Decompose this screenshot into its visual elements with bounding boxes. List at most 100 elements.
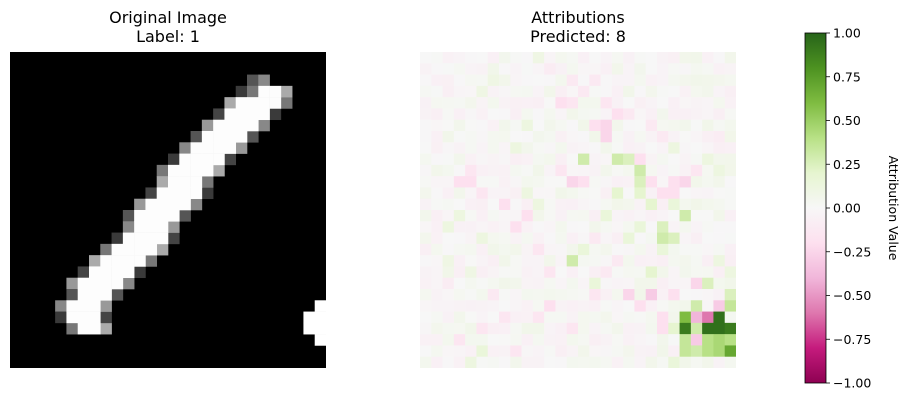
attribution-cell <box>724 210 736 222</box>
attribution-cell <box>724 345 736 358</box>
attribution-cell <box>487 52 500 64</box>
attribution-cell <box>589 164 601 177</box>
attribution-cell <box>702 311 714 324</box>
attribution-cell <box>713 243 726 256</box>
attribution-cell <box>690 97 703 109</box>
attribution-cell <box>724 164 736 177</box>
attribution-cell <box>611 198 624 211</box>
attribution-cell <box>465 164 477 177</box>
attribution-cell <box>600 164 613 177</box>
attribution-cell <box>578 289 590 301</box>
attribution-cell <box>532 164 545 177</box>
attribution-cell <box>724 198 736 211</box>
attribution-cell <box>611 266 624 279</box>
attribution-cell <box>600 311 613 324</box>
attribution-cell <box>499 74 511 87</box>
attribution-cell <box>679 108 692 121</box>
attribution-cell <box>702 74 714 87</box>
attribution-cell <box>476 153 489 166</box>
attribution-cell <box>600 187 613 200</box>
attribution-cell <box>600 289 613 301</box>
original-pixel <box>145 198 158 211</box>
attribution-cell <box>544 85 556 98</box>
attribution-cell <box>453 266 466 279</box>
attribution-cell <box>521 345 534 358</box>
attribution-cell <box>544 164 556 177</box>
attribution-cell <box>611 277 624 290</box>
original-pixel <box>89 311 101 324</box>
attribution-cell <box>600 74 613 87</box>
attribution-cell <box>702 164 714 177</box>
attribution-cell <box>453 97 466 109</box>
attribution-cell <box>724 131 736 143</box>
attribution-cell <box>521 153 534 166</box>
attribution-cell <box>589 356 601 368</box>
attribution-cell <box>634 52 647 64</box>
attribution-cell <box>510 356 522 368</box>
original-pixel <box>111 277 124 290</box>
original-pixel <box>134 232 146 245</box>
attribution-cell <box>521 322 534 335</box>
attribution-cell <box>476 300 489 312</box>
attribution-cell <box>668 334 680 346</box>
attribution-cell <box>510 243 522 256</box>
attribution-cell <box>499 232 511 245</box>
attribution-cell <box>578 255 590 267</box>
attribution-cell <box>600 85 613 98</box>
attribution-cell <box>702 266 714 279</box>
attribution-cell <box>521 277 534 290</box>
original-pixel <box>89 300 101 312</box>
original-pixel <box>168 153 180 166</box>
original-pixel <box>280 85 293 98</box>
attribution-cell <box>499 311 511 324</box>
attribution-cell <box>713 322 726 335</box>
colorbar-tick-label: −0.50 <box>833 288 871 303</box>
attribution-cell <box>465 232 477 245</box>
attribution-cell <box>589 210 601 222</box>
attribution-cell <box>600 266 613 279</box>
attribution-cell <box>657 97 669 109</box>
attribution-cell <box>690 176 703 188</box>
label-text: Label: 1 <box>136 27 200 46</box>
attribution-cell <box>555 52 568 64</box>
attribution-cell <box>600 255 613 267</box>
original-pixel <box>179 164 191 177</box>
attribution-cell <box>465 345 477 358</box>
attribution-cell <box>690 232 703 245</box>
original-pixel <box>77 322 90 335</box>
attribution-cell <box>532 142 545 154</box>
attribution-cell <box>623 187 635 200</box>
attribution-cell <box>668 221 680 233</box>
attribution-cell <box>702 176 714 188</box>
attribution-cell <box>690 221 703 233</box>
attribution-cell <box>499 97 511 109</box>
attribution-cell <box>532 108 545 121</box>
original-pixel <box>66 300 79 312</box>
attribution-cell <box>510 176 522 188</box>
attribution-cell <box>555 266 568 279</box>
attribution-cell <box>578 266 590 279</box>
original-pixel <box>122 255 135 267</box>
attribution-cell <box>634 198 647 211</box>
attribution-cell <box>600 345 613 358</box>
attribution-cell <box>657 334 669 346</box>
attribution-cell <box>465 198 477 211</box>
attribution-cell <box>611 345 624 358</box>
original-pixel <box>179 210 191 222</box>
attribution-cell <box>668 311 680 324</box>
attribution-cell <box>578 97 590 109</box>
attribution-cell <box>442 187 455 200</box>
attribution-cell <box>634 334 647 346</box>
original-pixel <box>89 255 101 267</box>
attribution-cell <box>544 176 556 188</box>
attribution-cell <box>420 210 432 222</box>
attribution-cell <box>476 108 489 121</box>
original-pixel <box>55 300 67 312</box>
attribution-cell <box>453 277 466 290</box>
colorbar-tick-label: 0.75 <box>833 69 861 84</box>
attribution-cell <box>532 74 545 87</box>
attribution-cell <box>589 221 601 233</box>
attribution-cell <box>453 289 466 301</box>
colorbar-tick-label: 1.00 <box>833 26 861 41</box>
attribution-cell <box>600 131 613 143</box>
